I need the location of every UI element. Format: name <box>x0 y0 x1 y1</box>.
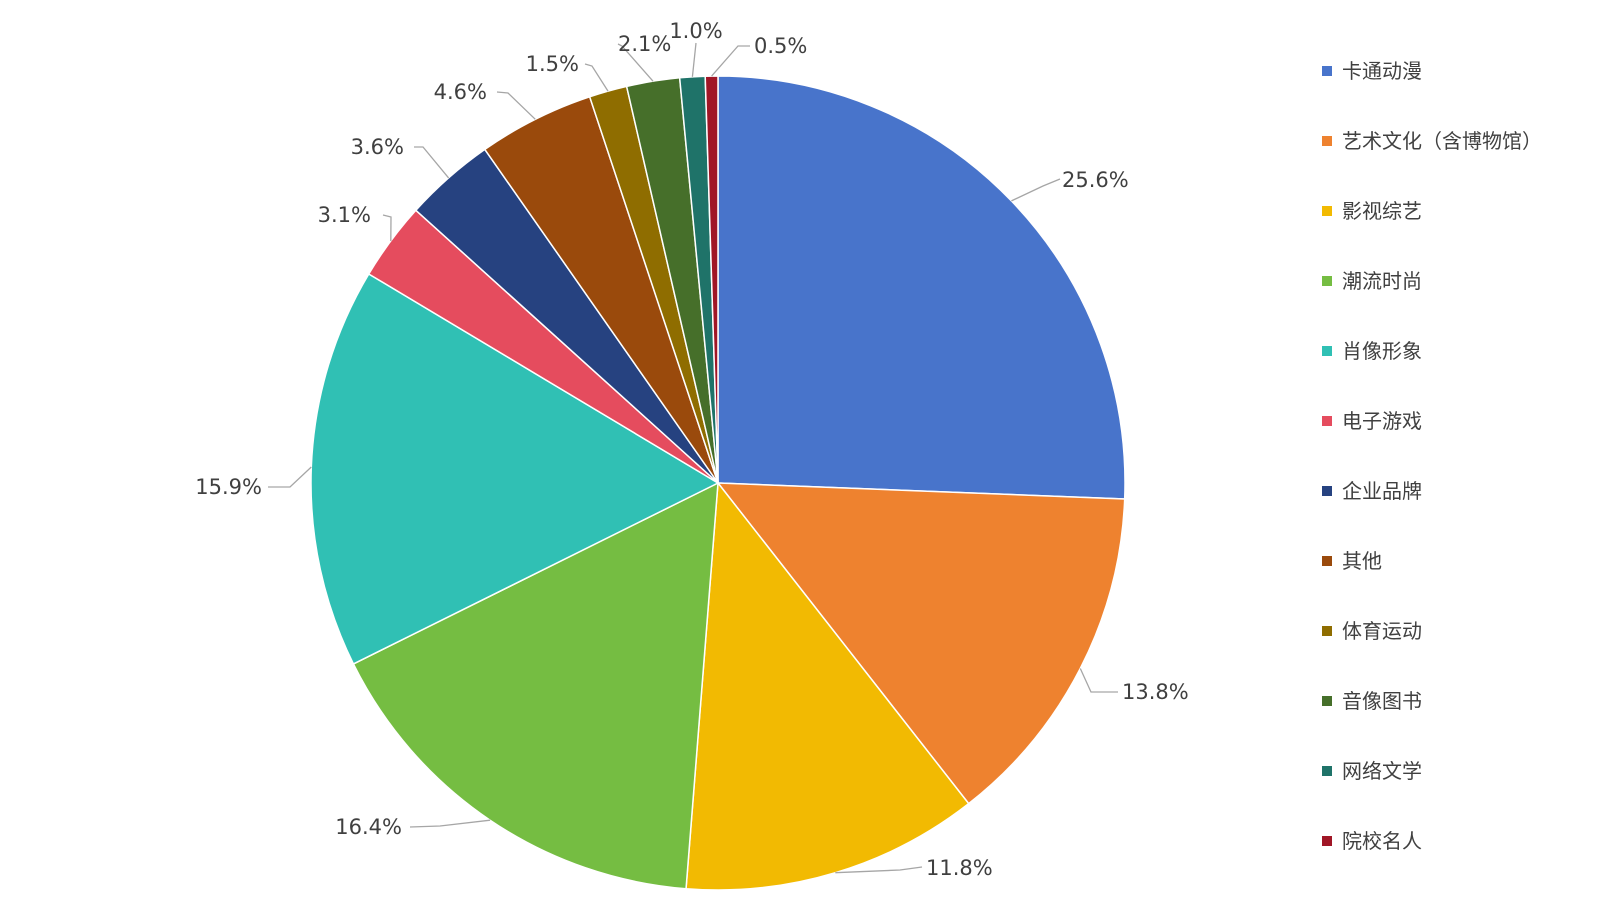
legend-swatch <box>1322 346 1332 356</box>
legend-label: 卡通动漫 <box>1342 59 1422 83</box>
leader-line <box>584 63 609 92</box>
legend-label: 电子游戏 <box>1342 409 1422 433</box>
leader-line <box>1079 668 1118 693</box>
legend-swatch <box>1322 276 1332 286</box>
leader-line <box>711 45 750 77</box>
legend-label: 潮流时尚 <box>1342 269 1422 293</box>
legend-label: 影视综艺 <box>1342 199 1422 223</box>
data-label: 25.6% <box>1062 168 1129 192</box>
legend-label: 音像图书 <box>1342 689 1422 713</box>
leader-line <box>414 146 450 179</box>
data-label: 4.6% <box>434 80 487 104</box>
legend-label: 网络文学 <box>1342 759 1422 783</box>
legend-swatch <box>1322 766 1332 776</box>
leader-line <box>268 466 312 488</box>
legend-swatch <box>1322 206 1332 216</box>
legend-label: 院校名人 <box>1342 829 1422 853</box>
data-label: 2.1% <box>618 32 671 56</box>
leader-line <box>617 43 654 82</box>
data-label: 3.1% <box>318 203 371 227</box>
pie-slice <box>352 481 719 890</box>
legend-label: 艺术文化（含博物馆） <box>1342 129 1542 153</box>
legend-label: 其他 <box>1342 549 1382 573</box>
legend-swatch <box>1322 696 1332 706</box>
legend-label: 体育运动 <box>1342 619 1422 643</box>
data-label: 16.4% <box>335 815 402 839</box>
leader-line <box>382 214 392 242</box>
legend-swatch <box>1322 66 1332 76</box>
pie-slice <box>716 482 1126 805</box>
leader-line <box>496 91 536 120</box>
legend-swatch <box>1322 626 1332 636</box>
legend-label: 肖像形象 <box>1342 339 1422 363</box>
pie-slice <box>717 75 1126 500</box>
leader-line <box>1011 178 1061 202</box>
legend-swatch <box>1322 556 1332 566</box>
data-label: 1.0% <box>669 19 722 43</box>
legend-swatch <box>1322 136 1332 146</box>
legend-swatch <box>1322 836 1332 846</box>
data-label: 3.6% <box>351 135 404 159</box>
pie-slice <box>310 272 720 665</box>
legend-swatch <box>1322 486 1332 496</box>
leader-line <box>409 819 491 828</box>
leader-line <box>691 42 697 77</box>
legend-label: 企业品牌 <box>1342 479 1422 503</box>
data-label: 0.5% <box>754 34 807 58</box>
data-label: 13.8% <box>1122 680 1189 704</box>
leader-line <box>835 866 923 874</box>
data-label: 1.5% <box>526 52 579 76</box>
legend-swatch <box>1322 416 1332 426</box>
data-label: 11.8% <box>926 856 993 880</box>
data-label: 15.9% <box>195 475 262 499</box>
